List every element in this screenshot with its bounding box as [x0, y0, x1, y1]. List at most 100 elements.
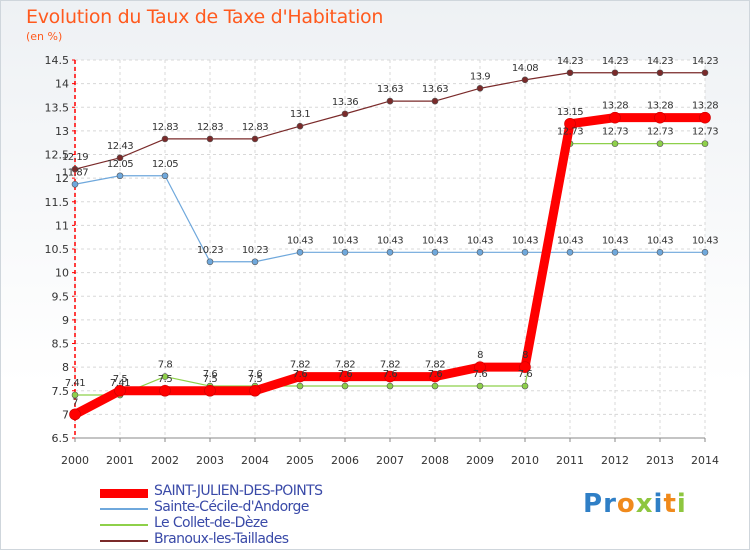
data-label: 7.82 [380, 360, 400, 371]
data-point [429, 370, 441, 383]
data-point [656, 249, 664, 256]
data-point [296, 382, 304, 390]
data-label: 7.6 [518, 369, 533, 380]
y-tick-label: 14 [55, 78, 69, 91]
data-label: 7.6 [293, 369, 308, 380]
y-tick-label: 7.5 [52, 385, 70, 398]
data-point [609, 111, 621, 124]
legend-swatch [100, 524, 148, 526]
data-point [701, 69, 709, 77]
data-point [296, 249, 304, 256]
data-point [656, 69, 664, 77]
data-label: 8 [522, 350, 528, 361]
y-tick-label: 12 [55, 172, 69, 185]
legend-swatch [100, 540, 148, 542]
y-tick-label: 10 [55, 267, 69, 280]
data-label: 10.43 [692, 235, 718, 246]
data-point [69, 408, 81, 421]
data-label: 7.82 [425, 360, 445, 371]
data-label: 12.43 [107, 141, 133, 152]
y-tick-label: 9 [62, 314, 69, 327]
data-point [564, 117, 576, 130]
data-label: 13.36 [332, 97, 358, 108]
data-label: 7.6 [428, 369, 443, 380]
data-point [519, 361, 531, 373]
data-point [386, 249, 394, 256]
data-point [476, 382, 484, 390]
y-tick-label: 11 [55, 219, 69, 232]
data-point [611, 249, 619, 256]
data-label: 12.83 [242, 122, 268, 133]
data-point [699, 111, 711, 124]
legend-swatch [100, 508, 148, 510]
data-point [251, 135, 259, 143]
x-tick-label: 2007 [376, 454, 404, 467]
data-point [341, 110, 349, 118]
data-point [116, 154, 124, 162]
data-label: 10.23 [242, 245, 268, 256]
data-label: 12.05 [107, 159, 133, 170]
data-point [114, 384, 126, 397]
data-point [71, 391, 79, 399]
data-point [386, 97, 394, 105]
data-label: 7.8 [158, 360, 173, 371]
data-label: 7.82 [290, 360, 310, 371]
x-tick-label: 2001 [106, 454, 134, 467]
legend-swatch [100, 488, 148, 498]
x-tick-label: 2000 [61, 454, 89, 467]
data-label: 7.41 [110, 378, 130, 389]
data-point [476, 249, 484, 256]
data-label: 13.28 [602, 101, 628, 112]
data-point [249, 384, 261, 397]
y-tick-label: 8 [62, 361, 69, 374]
y-tick-label: 11.5 [45, 196, 70, 209]
legend-label: Branoux-les-Taillades [154, 531, 289, 547]
x-tick-label: 2005 [286, 454, 314, 467]
data-label: 13.9 [470, 71, 490, 82]
data-label: 10.43 [512, 235, 538, 246]
chart-unit: (en %) [26, 30, 63, 43]
data-label: 7.5 [248, 374, 263, 385]
data-label: 7.82 [335, 360, 355, 371]
data-label: 12.73 [557, 127, 583, 138]
data-point [701, 140, 709, 147]
data-label: 7.6 [473, 369, 488, 380]
data-point [341, 249, 349, 256]
data-label: 12.83 [197, 122, 223, 133]
y-tick-label: 10.5 [45, 243, 70, 256]
data-label: 12.19 [62, 152, 88, 163]
data-label: 12.83 [152, 122, 178, 133]
data-point [161, 373, 169, 380]
data-point [251, 258, 259, 266]
data-point [386, 382, 394, 390]
data-point [71, 180, 79, 188]
data-point [566, 69, 574, 77]
data-point [701, 249, 709, 256]
data-point [431, 97, 439, 105]
data-label: 13.63 [422, 84, 448, 95]
data-label: 10.43 [422, 235, 448, 246]
data-point [206, 135, 214, 143]
data-label: 13.63 [377, 84, 403, 95]
proxiti-logo: Proxiti [583, 489, 687, 519]
x-tick-label: 2012 [601, 454, 629, 467]
data-label: 14.08 [512, 63, 538, 74]
data-label: 13.1 [290, 109, 310, 120]
data-label: 11.87 [62, 167, 88, 178]
data-label: 7.5 [158, 374, 173, 385]
data-label: 13.28 [647, 101, 673, 112]
data-label: 14.23 [557, 56, 583, 67]
data-point [521, 382, 529, 390]
x-tick-label: 2004 [241, 454, 269, 467]
data-point [384, 370, 396, 383]
data-point [339, 370, 351, 383]
data-label: 10.43 [647, 235, 673, 246]
x-tick-label: 2011 [556, 454, 584, 467]
data-point [474, 361, 486, 373]
data-point [521, 249, 529, 256]
x-tick-label: 2003 [196, 454, 224, 467]
x-tick-label: 2010 [511, 454, 539, 467]
data-label: 10.43 [467, 235, 493, 246]
data-point [611, 140, 619, 147]
x-tick-label: 2002 [151, 454, 179, 467]
